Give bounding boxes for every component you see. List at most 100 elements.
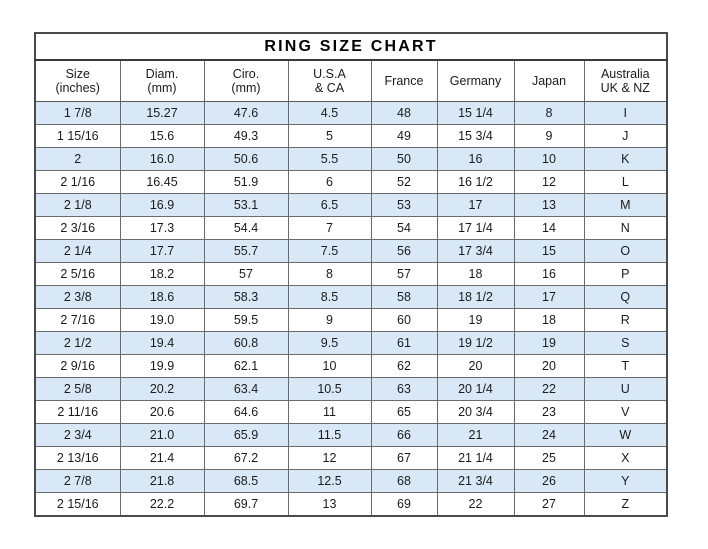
table-cell: 2 7/8 [34, 469, 121, 493]
table-row: 2 3/16 17.3 54.4 7 54 17 1/4 14 N [34, 216, 668, 240]
table-cell: J [583, 124, 668, 148]
column-header-line1: France [384, 74, 424, 88]
table-row: 2 5/8 20.2 63.4 10.5 63 20 1/4 22 U [34, 377, 668, 401]
table-cell: 2 3/4 [34, 423, 121, 447]
table-cell: 10.5 [287, 377, 372, 401]
table-cell: 10 [287, 354, 372, 378]
table-cell: Q [583, 285, 668, 309]
table-cell: 15 3/4 [436, 124, 515, 148]
column-header-0: Size (inches) [34, 59, 121, 102]
column-header-line1: Ciro. [232, 67, 260, 81]
table-cell: 20.6 [119, 400, 205, 424]
table-cell: 2 1/8 [34, 193, 121, 217]
table-cell: 53.1 [203, 193, 289, 217]
table-cell: 15 [513, 239, 585, 263]
table-cell: 16.45 [119, 170, 205, 194]
table-cell: 18.6 [119, 285, 205, 309]
table-cell: 69.7 [203, 492, 289, 517]
table-cell: 2 3/16 [34, 216, 121, 240]
table-row: 1 15/16 15.6 49.3 5 49 15 3/4 9 J [34, 124, 668, 148]
table-cell: 57 [203, 262, 289, 286]
table-cell: 19.9 [119, 354, 205, 378]
table-cell: 21.0 [119, 423, 205, 447]
table-cell: 7.5 [287, 239, 372, 263]
table-cell: 2 15/16 [34, 492, 121, 517]
table-cell: 2 3/8 [34, 285, 121, 309]
table-cell: S [583, 331, 668, 355]
table-cell: 21 [436, 423, 515, 447]
table-cell: 20 [513, 354, 585, 378]
table-row: 2 16.0 50.6 5.5 50 16 10 K [34, 147, 668, 171]
table-cell: 4.5 [287, 101, 372, 125]
table-cell: 68.5 [203, 469, 289, 493]
table-cell: 49.3 [203, 124, 289, 148]
table-cell: 68 [370, 469, 438, 493]
table-cell: I [583, 101, 668, 125]
table-cell: 5.5 [287, 147, 372, 171]
table-cell: 2 11/16 [34, 400, 121, 424]
table-cell: 21 3/4 [436, 469, 515, 493]
table-header-row: Size (inches) Diam. (mm) Ciro. (mm) U.S.A & CA F… [34, 59, 668, 102]
table-cell: 55.7 [203, 239, 289, 263]
table-cell: 8 [287, 262, 372, 286]
table-row: 2 1/4 17.7 55.7 7.5 56 17 3/4 15 O [34, 239, 668, 263]
table-cell: 65 [370, 400, 438, 424]
table-cell: 16 [436, 147, 515, 171]
table-cell: 67 [370, 446, 438, 470]
table-cell: 67.2 [203, 446, 289, 470]
table-cell: 66 [370, 423, 438, 447]
column-header-1: Diam. (mm) [119, 59, 205, 102]
table-cell: X [583, 446, 668, 470]
table-cell: 27 [513, 492, 585, 517]
table-cell: 8.5 [287, 285, 372, 309]
table-cell: 9 [513, 124, 585, 148]
table-cell: 17 [436, 193, 515, 217]
table-cell: 11 [287, 400, 372, 424]
column-header-line1: Diam. [145, 67, 179, 81]
column-header-6: Japan [513, 59, 585, 102]
column-header-line1: Japan [531, 74, 567, 88]
column-header-line2: UK & NZ [600, 81, 650, 95]
table-cell: 8 [513, 101, 585, 125]
table-cell: 9 [287, 308, 372, 332]
table-row: 2 3/4 21.0 65.9 11.5 66 21 24 W [34, 423, 668, 447]
table-cell: 26 [513, 469, 585, 493]
column-header-line1: Australia [600, 67, 650, 81]
table-cell: 24 [513, 423, 585, 447]
table-cell: 22.2 [119, 492, 205, 517]
table-cell: W [583, 423, 668, 447]
table-cell: 13 [287, 492, 372, 517]
table-cell: 16.9 [119, 193, 205, 217]
table-cell: 20 [436, 354, 515, 378]
table-cell: 19 [436, 308, 515, 332]
table-cell: 2 5/16 [34, 262, 121, 286]
table-cell: 58.3 [203, 285, 289, 309]
table-row: 2 3/8 18.6 58.3 8.5 58 18 1/2 17 Q [34, 285, 668, 309]
table-cell: 12.5 [287, 469, 372, 493]
table-cell: 54 [370, 216, 438, 240]
table-cell: 17.3 [119, 216, 205, 240]
table-cell: 65.9 [203, 423, 289, 447]
table-cell: M [583, 193, 668, 217]
table-cell: 15 1/4 [436, 101, 515, 125]
table-cell: 21 1/4 [436, 446, 515, 470]
ring-size-table: RING SIZE CHART Size (inches) Diam. (mm) Cir… [34, 32, 669, 517]
table-cell: 1 7/8 [34, 101, 121, 125]
table-cell: 6.5 [287, 193, 372, 217]
column-header-line2: & CA [314, 81, 345, 95]
table-cell: 6 [287, 170, 372, 194]
table-cell: 12 [513, 170, 585, 194]
column-header-line2: (mm) [147, 81, 177, 95]
column-header-2: Ciro. (mm) [203, 59, 289, 102]
table-cell: 11.5 [287, 423, 372, 447]
table-cell: 60.8 [203, 331, 289, 355]
table-cell: N [583, 216, 668, 240]
table-cell: L [583, 170, 668, 194]
table-cell: O [583, 239, 668, 263]
table-cell: 1 15/16 [34, 124, 121, 148]
table-cell: 22 [513, 377, 585, 401]
table-cell: 61 [370, 331, 438, 355]
table-cell: 20 1/4 [436, 377, 515, 401]
table-cell: 56 [370, 239, 438, 263]
table-cell: P [583, 262, 668, 286]
